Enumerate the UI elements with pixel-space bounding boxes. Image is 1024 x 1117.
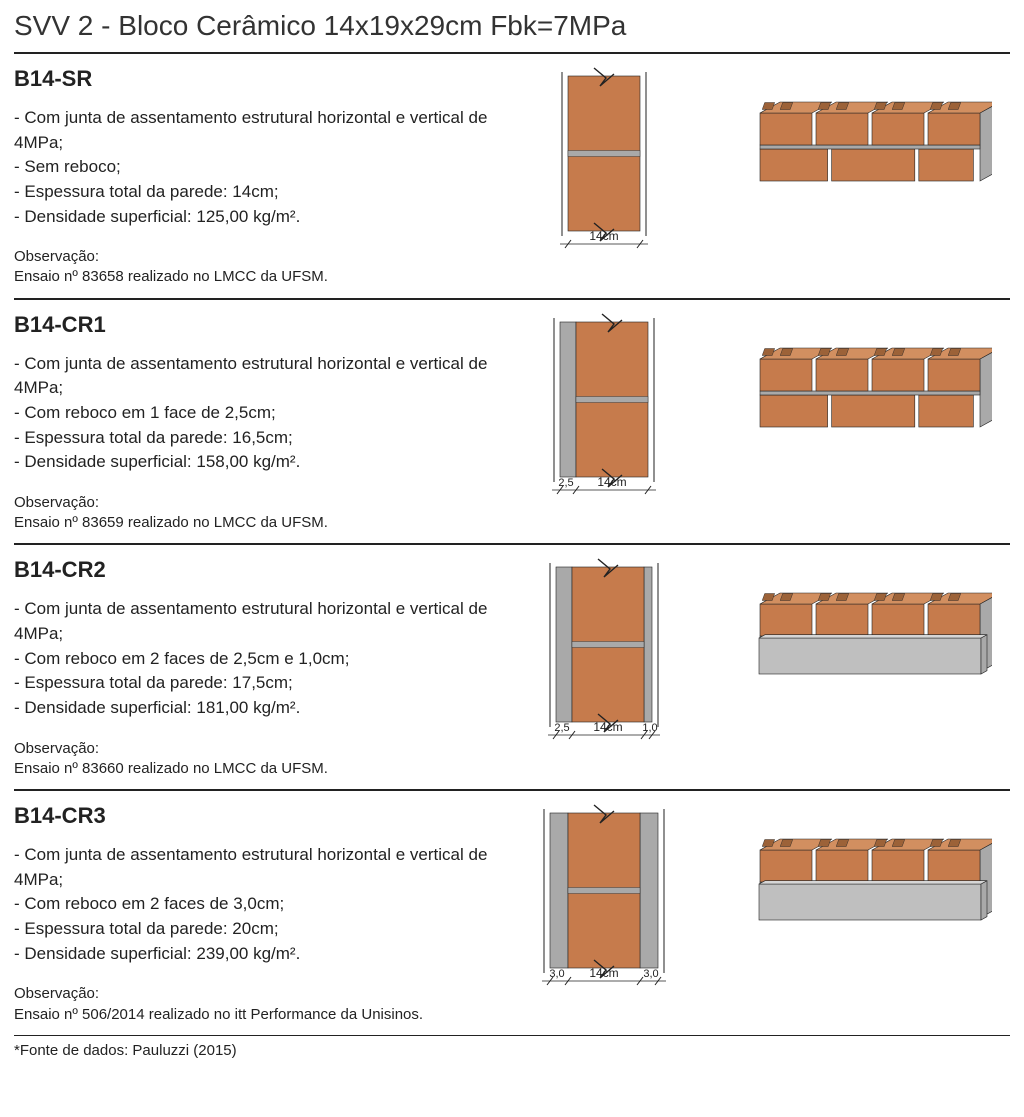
section-b14-cr3: B14-CR3 - Com junta de assentamento estru… <box>14 791 1010 1035</box>
svg-text:14cm: 14cm <box>597 475 626 489</box>
section-code: B14-CR1 <box>14 312 494 338</box>
svg-text:2,5: 2,5 <box>558 477 573 489</box>
section-observation: Observação:Ensaio nº 83660 realizado no … <box>14 739 494 780</box>
section-code: B14-SR <box>14 66 494 92</box>
section-bullets: - Com junta de assentamento estrutural h… <box>14 843 494 966</box>
isometric-diagram <box>714 66 1010 236</box>
section-bullets: - Com junta de assentamento estrutural h… <box>14 352 494 475</box>
isometric-diagram <box>714 557 1010 727</box>
isometric-diagram <box>714 803 1010 973</box>
section-bullets: - Com junta de assentamento estrutural h… <box>14 106 494 229</box>
section-b14-cr1: B14-CR1 - Com junta de assentamento estru… <box>14 300 1010 544</box>
svg-text:3,0: 3,0 <box>549 968 564 980</box>
svg-text:2,5: 2,5 <box>554 722 569 734</box>
isometric-diagram <box>714 312 1010 482</box>
svg-text:14cm: 14cm <box>589 966 618 980</box>
footnote: *Fonte de dados: Pauluzzi (2015) <box>14 1036 1010 1059</box>
section-observation: Observação:Ensaio nº 83659 realizado no … <box>14 493 494 534</box>
section-bullets: - Com junta de assentamento estrutural h… <box>14 597 494 720</box>
section-observation: Observação:Ensaio nº 83658 realizado no … <box>14 247 494 288</box>
page-title: SVV 2 - Bloco Cerâmico 14x19x29cm Fbk=7M… <box>14 10 1010 52</box>
svg-text:14cm: 14cm <box>589 229 618 243</box>
svg-text:14cm: 14cm <box>593 720 622 734</box>
cross-section-diagram: 2,5 14cm 1,0 <box>504 557 704 747</box>
svg-text:1,0: 1,0 <box>642 722 657 734</box>
section-code: B14-CR3 <box>14 803 494 829</box>
section-b14-cr2: B14-CR2 - Com junta de assentamento estru… <box>14 545 1010 789</box>
cross-section-diagram: 14cm <box>504 66 704 256</box>
cross-section-diagram: 3,0 14cm 3,0 <box>504 803 704 993</box>
section-observation: Observação:Ensaio nº 506/2014 realizado … <box>14 984 494 1025</box>
cross-section-diagram: 2,5 14cm <box>504 312 704 502</box>
svg-text:3,0: 3,0 <box>643 968 658 980</box>
section-b14-sr: B14-SR - Com junta de assentamento estrut… <box>14 54 1010 298</box>
section-code: B14-CR2 <box>14 557 494 583</box>
